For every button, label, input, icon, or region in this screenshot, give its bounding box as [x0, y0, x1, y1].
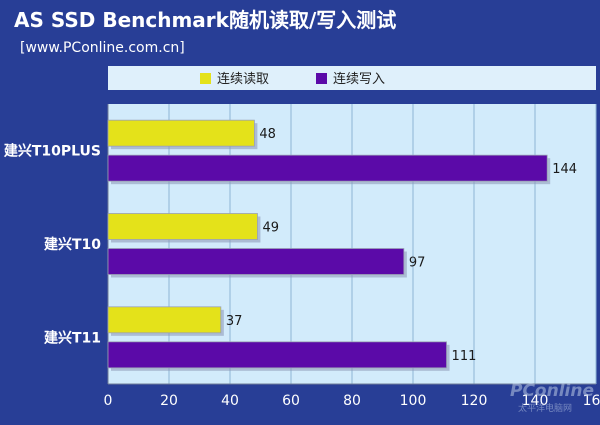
- legend-label: 连续写入: [333, 71, 385, 87]
- bar: [107, 213, 258, 240]
- x-tick-label: 0: [104, 393, 113, 409]
- data-label: 48: [259, 127, 276, 142]
- data-label: 111: [452, 349, 477, 364]
- x-tick-label: 160: [583, 393, 600, 409]
- x-tick-label: 40: [221, 393, 239, 409]
- grid-lines: [168, 104, 597, 384]
- x-tick-label: 60: [282, 393, 300, 409]
- legend: 连续读取 连续写入: [200, 71, 385, 87]
- bar: [107, 341, 447, 369]
- legend-box: [108, 66, 596, 90]
- bars: 48 144 49 97 37 111: [107, 119, 577, 371]
- x-tick-label: 80: [343, 393, 361, 409]
- category-label: 建兴T10PLUS: [4, 143, 101, 160]
- data-label: 49: [262, 221, 279, 236]
- bar: [107, 248, 405, 275]
- data-label: 37: [226, 314, 243, 329]
- legend-swatch: [200, 73, 211, 84]
- data-label: 144: [552, 162, 577, 177]
- watermark-sub: 太平洋电脑网: [518, 402, 572, 414]
- bar: [107, 119, 255, 147]
- chart-subtitle: [www.PConline.com.cn]: [20, 40, 185, 56]
- watermark-brand: PConline: [510, 381, 594, 401]
- x-tick-label: 120: [461, 393, 488, 409]
- chart-title: AS SSD Benchmark随机读取/写入测试: [14, 8, 396, 32]
- bar: [107, 306, 222, 334]
- legend-swatch: [316, 73, 327, 84]
- x-tick-labels: 0 20 40 60 80 100 120 140 160: [104, 393, 600, 409]
- x-tick-label: 20: [160, 393, 178, 409]
- category-label: 建兴T11: [44, 329, 101, 346]
- x-tick-label: 140: [522, 393, 549, 409]
- legend-label: 连续读取: [217, 71, 269, 87]
- category-labels: 建兴T10PLUS 建兴T10 建兴T11: [4, 143, 101, 347]
- data-label: 97: [409, 256, 426, 271]
- bar: [107, 154, 548, 182]
- category-label: 建兴T10: [44, 236, 101, 253]
- x-tick-label: 100: [400, 393, 427, 409]
